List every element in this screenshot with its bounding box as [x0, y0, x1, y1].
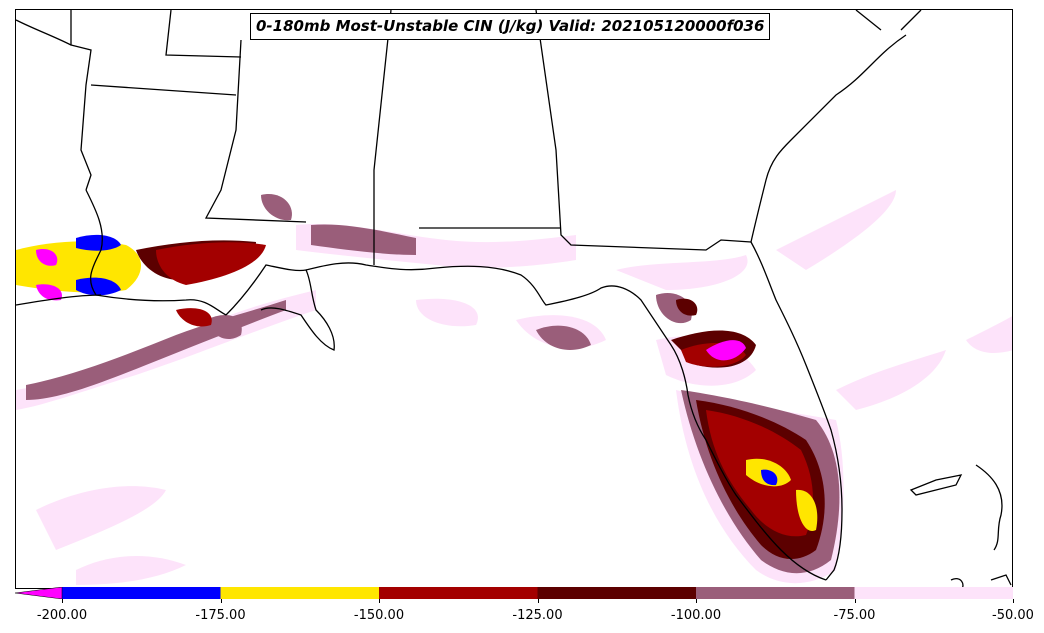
state-border [204, 39, 307, 223]
map-title: 0-180mb Most-Unstable CIN (J/kg) Valid: … [250, 13, 771, 40]
coastline [909, 474, 963, 496]
coastline [990, 574, 1012, 586]
state-border [90, 84, 237, 96]
coastline [16, 294, 102, 306]
colorbar-bin [696, 587, 855, 599]
cin-band-mauve [206, 315, 242, 340]
cin-band-mauve [311, 224, 416, 255]
cin-band-light [616, 255, 748, 290]
coastline [950, 578, 964, 588]
colorbar-tick-label: -50.00 [992, 608, 1034, 623]
state-border [900, 10, 922, 31]
colorbar-tick-mark [537, 599, 539, 603]
coastline [225, 264, 335, 351]
coastline [305, 262, 827, 581]
cin-band-magenta [36, 249, 58, 266]
colorbar-bins [62, 587, 1013, 599]
state-border [535, 10, 752, 251]
cin-band-light [776, 190, 896, 270]
colorbar-tick-label: -75.00 [833, 608, 876, 623]
colorbar-bin [537, 587, 696, 599]
state-border [70, 10, 92, 191]
coastline [16, 19, 72, 46]
colorbar-tick-mark [854, 599, 856, 603]
colorbar-tick-label: -125.00 [512, 608, 563, 623]
cin-band-magenta [36, 284, 62, 301]
cin-band-magenta [706, 340, 746, 361]
colorbar-bin [220, 587, 379, 599]
colorbar-extend-min-triangle [15, 587, 63, 599]
colorbar-tick-label: -200.00 [36, 608, 88, 623]
cin-band-yellow [796, 489, 818, 531]
cin-band-light [416, 298, 478, 327]
colorbar-bin [62, 587, 221, 599]
cin-map [16, 10, 1012, 588]
state-border [855, 10, 882, 31]
state-border [165, 10, 242, 58]
state-border [373, 10, 392, 265]
cin-band-light [36, 486, 166, 550]
coastline [975, 464, 1003, 551]
cin-band-blue [76, 234, 121, 251]
cin-band-mauve [536, 325, 591, 350]
colorbar-bin [854, 587, 1013, 599]
cin-band-light [76, 555, 186, 585]
cin-band-red [176, 308, 212, 327]
cin-band-darkred [676, 298, 698, 316]
colorbar [15, 587, 1013, 599]
geographic-boundaries [16, 10, 1012, 588]
colorbar-bin [379, 587, 538, 599]
colorbar-tick-label: -175.00 [195, 608, 246, 623]
cin-band-blue [76, 277, 121, 296]
colorbar-tick-mark [62, 599, 63, 603]
colorbar-tick-mark [1013, 599, 1014, 603]
cin-shading [16, 190, 1012, 585]
colorbar-tick-mark [379, 599, 380, 603]
colorbar-tick-label: -150.00 [353, 608, 405, 623]
map-panel [15, 9, 1013, 589]
coastline [750, 241, 843, 581]
cin-band-red [156, 242, 266, 285]
cin-band-blue [761, 469, 778, 486]
colorbar-tick-label: -100.00 [670, 608, 722, 623]
cin-band-mauve [26, 300, 286, 400]
coastline [750, 34, 907, 243]
cin-band-mauve [261, 194, 292, 221]
colorbar-tick-mark [220, 599, 222, 603]
cin-band-light [836, 350, 946, 410]
cin-band-light [966, 316, 1012, 353]
colorbar-tick-mark [696, 599, 697, 603]
